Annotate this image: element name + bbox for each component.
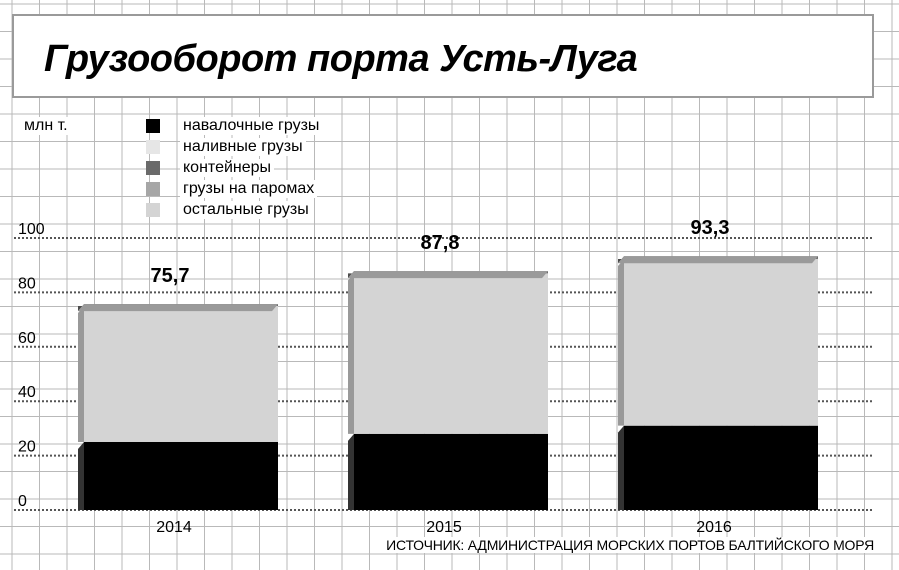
- bar-segment-side: [348, 273, 354, 434]
- x-tick-label: 2015: [426, 519, 462, 536]
- source-note: ИСТОЧНИК: АДМИНИСТРАЦИЯ МОРСКИХ ПОРТОВ Б…: [383, 537, 877, 553]
- legend-item: наливные грузы: [146, 136, 322, 157]
- y-tick-label: 60: [18, 330, 36, 347]
- legend-swatch: [146, 202, 160, 217]
- x-tick-label: 2014: [156, 519, 192, 536]
- bars: [78, 256, 818, 510]
- bar-segment: [354, 273, 548, 434]
- bar-segment: [354, 433, 548, 510]
- legend-label: остальные грузы: [180, 200, 312, 219]
- legend-item: остальные грузы: [146, 199, 322, 220]
- bar-total-label: 93,3: [691, 217, 730, 239]
- bar-top-cap: [78, 304, 278, 312]
- legend-label: контейнеры: [180, 158, 275, 177]
- y-tick-label: 100: [18, 221, 45, 238]
- bar-segment: [84, 442, 278, 510]
- bar-top-cap: [348, 271, 548, 279]
- legend-item: грузы на паромах: [146, 178, 322, 199]
- bar-segment: [624, 425, 818, 510]
- bar-total-label: 87,8: [421, 232, 460, 254]
- legend-swatch: [146, 118, 160, 133]
- bar-segment: [84, 306, 278, 442]
- legend-swatch: [146, 139, 160, 154]
- chart-title: Грузооборот порта Усть-Луга: [44, 38, 638, 80]
- legend-swatch: [146, 181, 160, 196]
- y-tick-label: 0: [18, 493, 27, 510]
- bar-segment: [624, 258, 818, 426]
- legend-swatch: [146, 160, 160, 175]
- legend-label: грузы на паромах: [180, 179, 318, 198]
- y-tick-label: 40: [18, 384, 36, 401]
- bar-segment-side: [78, 442, 84, 510]
- title-box: Грузооборот порта Усть-Луга: [12, 14, 874, 98]
- bar-segment-side: [348, 433, 354, 510]
- bar-segment-side: [618, 425, 624, 510]
- legend-item: контейнеры: [146, 157, 322, 178]
- legend-item: навалочные грузы: [146, 115, 323, 136]
- labels: 0 20 40 60 80 100 75,7 2014 87,8 2015 93,3 2016: [18, 217, 732, 536]
- y-tick-label: 20: [18, 439, 36, 456]
- bar-total-label: 75,7: [151, 265, 190, 287]
- bar-top-cap: [618, 256, 818, 264]
- x-tick-label: 2016: [696, 519, 732, 536]
- y-tick-label: 80: [18, 275, 36, 292]
- legend-label: навалочные грузы: [180, 116, 323, 135]
- bar-segment-side: [618, 258, 624, 426]
- legend-label: наливные грузы: [180, 137, 306, 156]
- y-axis-unit-label: млн т.: [22, 117, 70, 135]
- bar-segment-side: [78, 306, 84, 442]
- legend: навалочные грузы наливные грузы контейне…: [146, 115, 323, 220]
